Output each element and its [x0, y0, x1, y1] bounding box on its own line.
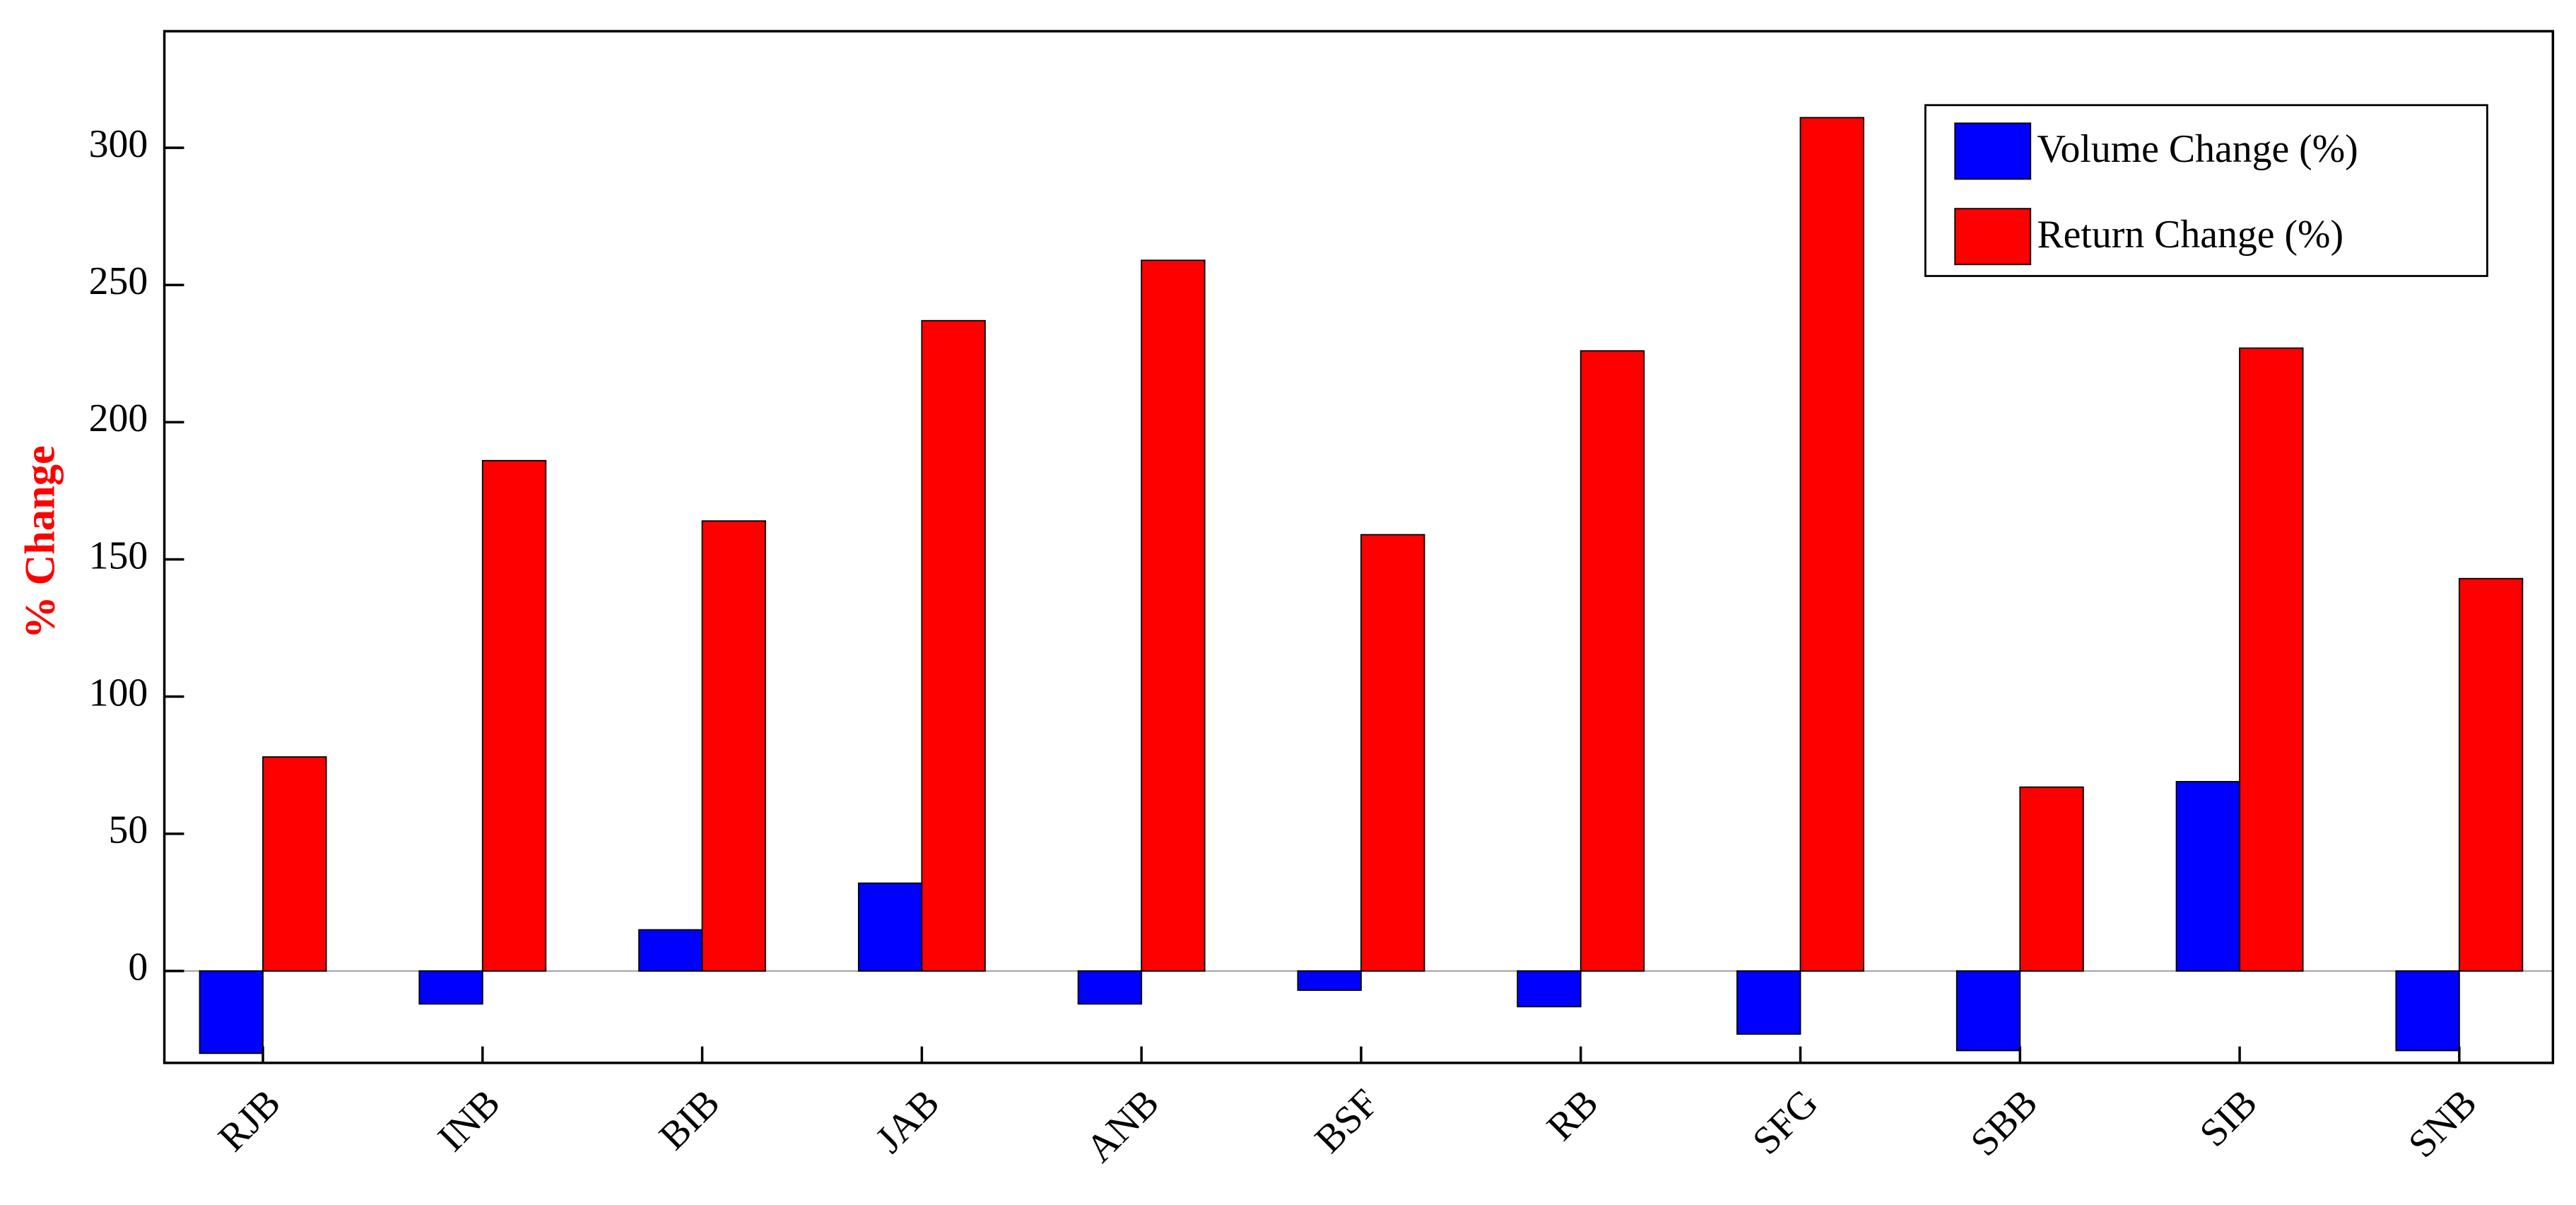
bar	[2395, 970, 2460, 1052]
bar	[921, 319, 986, 972]
y-tick-label: 300	[89, 122, 148, 166]
bar	[1799, 117, 1864, 972]
bar	[1955, 970, 2021, 1052]
bar	[2019, 786, 2084, 972]
bar	[2239, 347, 2304, 972]
legend-label: Volume Change (%)	[2037, 127, 2358, 171]
bar	[1736, 970, 1801, 1035]
bar	[638, 929, 703, 972]
bar	[199, 970, 264, 1054]
legend-swatch	[1954, 122, 2032, 180]
bar	[481, 459, 547, 972]
bar	[1360, 534, 1425, 972]
y-tick-label: 100	[89, 671, 148, 715]
bar	[1141, 259, 1206, 972]
legend-swatch	[1954, 208, 2032, 266]
bar	[1297, 970, 1362, 991]
bar	[418, 970, 483, 1005]
bar	[1517, 970, 1582, 1008]
bar	[1580, 350, 1645, 972]
legend-label: Return Change (%)	[2037, 213, 2343, 257]
bar	[2458, 577, 2524, 972]
bar	[262, 756, 327, 972]
bar	[701, 520, 767, 972]
bar	[2175, 781, 2240, 972]
y-tick-label: 50	[109, 809, 148, 852]
plot-frame	[163, 30, 2555, 1064]
bar	[1077, 970, 1143, 1005]
bar	[857, 882, 923, 972]
y-tick-label: 0	[128, 946, 148, 989]
y-axis-label: % Change	[17, 445, 64, 639]
y-tick-label: 200	[89, 396, 148, 440]
y-tick-label: 150	[89, 534, 148, 577]
y-tick-label: 250	[89, 259, 148, 303]
